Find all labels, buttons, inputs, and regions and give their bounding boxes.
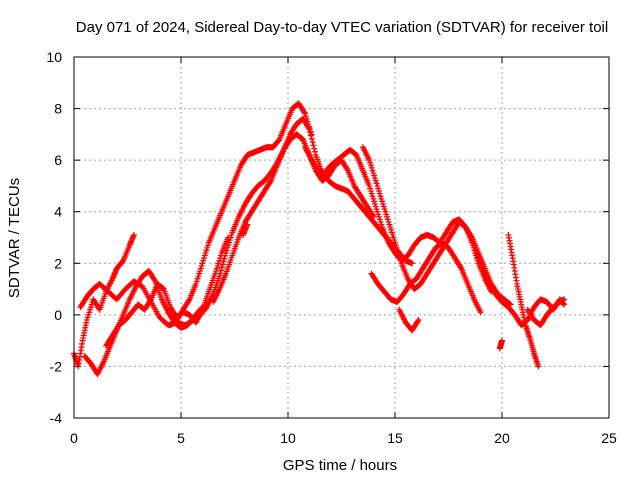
plot-frame: [73, 56, 610, 419]
y-tick-label: -2: [50, 358, 63, 374]
series-track-1: [71, 231, 137, 370]
data-point: [370, 213, 377, 220]
trace-marker: [369, 212, 376, 219]
trace-marker: [309, 139, 316, 146]
x-tick-label: 20: [494, 430, 510, 446]
series-track-6: [190, 115, 416, 324]
y-tick-label: 0: [54, 307, 62, 323]
series-track-8: [240, 221, 251, 238]
series-track-11: [368, 239, 484, 316]
trace-marker: [301, 109, 308, 116]
data-point: [216, 273, 223, 280]
trace-marker: [457, 264, 464, 271]
y-tick-label: 8: [54, 101, 62, 117]
y-tick-labels: -4 -2 0 2 4 6 8 10: [46, 49, 62, 426]
series-track-7: [210, 131, 377, 305]
y-axis-label: SDTVAR / TECUs: [6, 178, 23, 298]
trace-marker: [147, 297, 154, 304]
x-axis-label: GPS time / hours: [283, 457, 397, 474]
data-point: [130, 231, 137, 238]
trace-marker: [307, 129, 314, 136]
trace-marker: [218, 267, 225, 274]
trace-marker: [222, 252, 229, 259]
series-track-3: [81, 268, 204, 378]
x-tick-label: 10: [280, 430, 296, 446]
trace-marker: [219, 261, 226, 268]
trace-marker: [305, 124, 312, 131]
y-tick-label: 10: [46, 49, 62, 65]
trace-marker: [310, 142, 317, 149]
trace-marker: [308, 132, 315, 139]
data-point: [306, 126, 313, 133]
y-tick-label: 6: [54, 152, 62, 168]
x-tick-label: 15: [387, 430, 403, 446]
trace-marker: [414, 318, 421, 325]
trace-marker: [217, 270, 224, 277]
trace-marker: [151, 277, 158, 284]
series-track-12: [396, 306, 422, 334]
data-point: [244, 221, 251, 228]
data-point: [477, 309, 484, 316]
trace-marker: [221, 255, 228, 262]
tick-marks: [73, 56, 610, 419]
data-point: [561, 296, 568, 303]
trace-marker: [220, 258, 227, 265]
grid-lines: [74, 57, 609, 418]
trace-marker: [344, 166, 351, 173]
series-track-16: [524, 296, 568, 329]
series-track-15: [505, 231, 542, 370]
data-point: [415, 317, 422, 324]
data-point: [499, 337, 505, 344]
trace-marker: [311, 145, 318, 152]
x-tick-label: 5: [177, 430, 185, 446]
trace-marker: [267, 179, 274, 186]
data-points: [71, 100, 568, 378]
chart-title: Day 071 of 2024, Sidereal Day-to-day VTE…: [76, 19, 608, 36]
data-point: [409, 260, 416, 267]
y-tick-label: -4: [50, 410, 63, 426]
y-tick-label: 4: [54, 204, 62, 220]
trace-marker: [312, 148, 319, 155]
trace-marker: [468, 233, 475, 240]
x-tick-label: 0: [70, 430, 78, 446]
data-point: [535, 363, 542, 370]
series-track-14: [496, 337, 505, 352]
trace-marker: [218, 264, 225, 271]
trace-marker: [308, 135, 315, 142]
trace-marker: [185, 297, 192, 304]
y-tick-label: 2: [54, 255, 62, 271]
x-tick-label: 25: [601, 430, 617, 446]
x-tick-labels: 0 5 10 15 20 25: [70, 430, 617, 446]
